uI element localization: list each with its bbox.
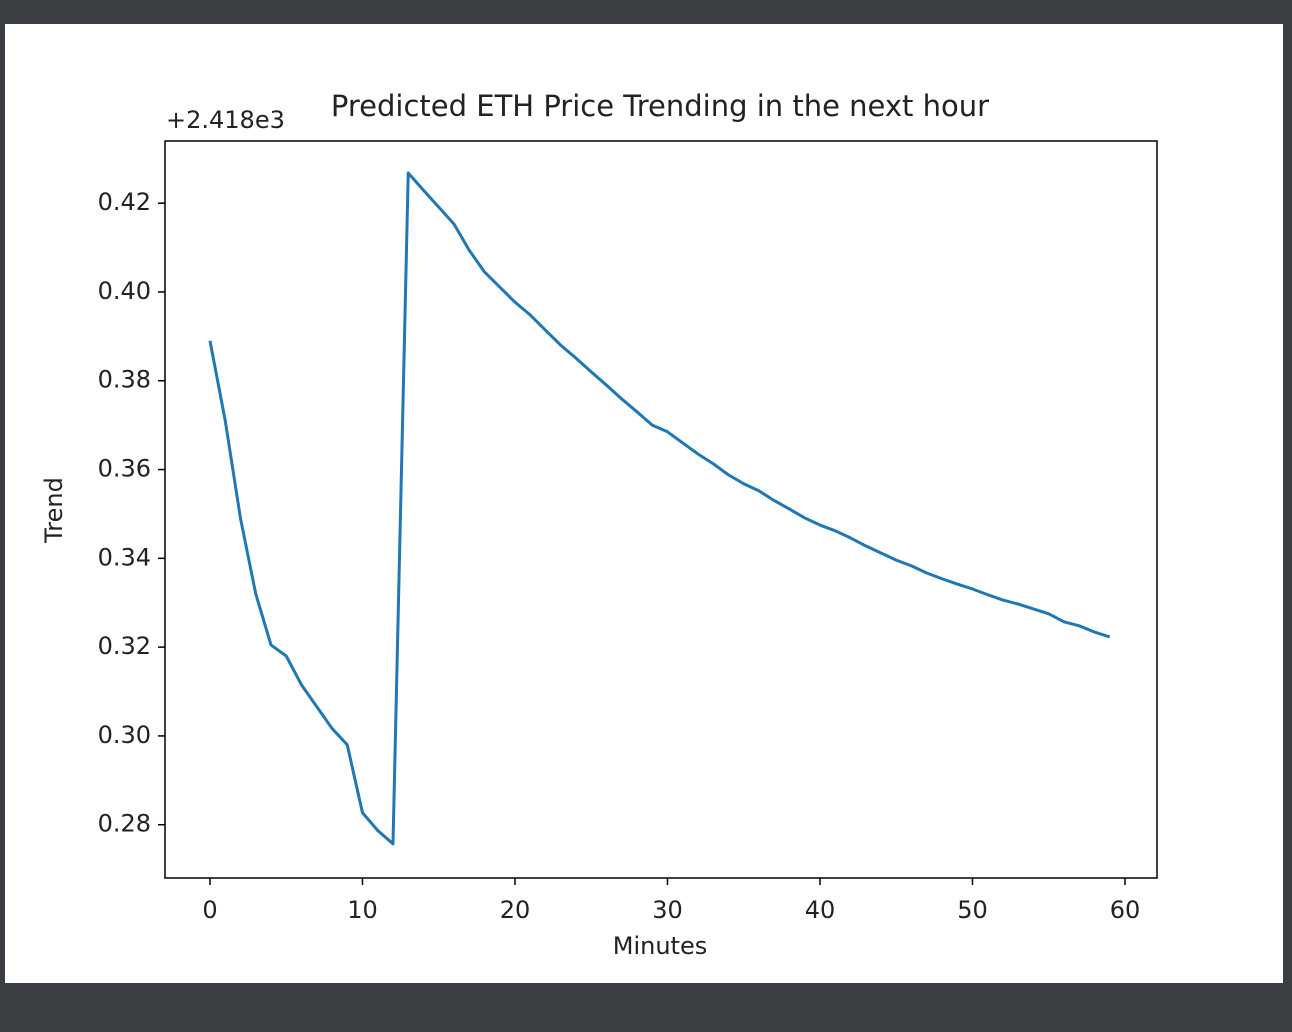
y-axis-label: Trend [40, 477, 68, 544]
x-tick-label: 30 [652, 896, 683, 924]
x-tick-label: 20 [500, 896, 531, 924]
y-tick-label: 0.30 [98, 721, 151, 749]
x-tick-label: 60 [1110, 896, 1141, 924]
y-tick-label: 0.40 [98, 277, 151, 305]
x-tick-label: 10 [347, 896, 378, 924]
x-axis-label: Minutes [613, 932, 707, 960]
x-tick-label: 0 [202, 896, 217, 924]
line-series [208, 171, 1111, 846]
y-tick-label: 0.38 [98, 366, 151, 394]
y-tick-label: 0.28 [98, 810, 151, 838]
plot-frame [164, 140, 1158, 879]
y-tick-label: 0.34 [98, 543, 151, 571]
chart-title: Predicted ETH Price Trending in the next… [331, 89, 989, 123]
x-tick-label: 40 [805, 896, 836, 924]
y-tick-label: 0.32 [98, 632, 151, 660]
y-tick-label: 0.36 [98, 455, 151, 483]
x-tick-label: 50 [957, 896, 988, 924]
figure [5, 24, 1283, 983]
y-offset-label: +2.418e3 [166, 106, 285, 134]
y-tick-label: 0.42 [98, 188, 151, 216]
